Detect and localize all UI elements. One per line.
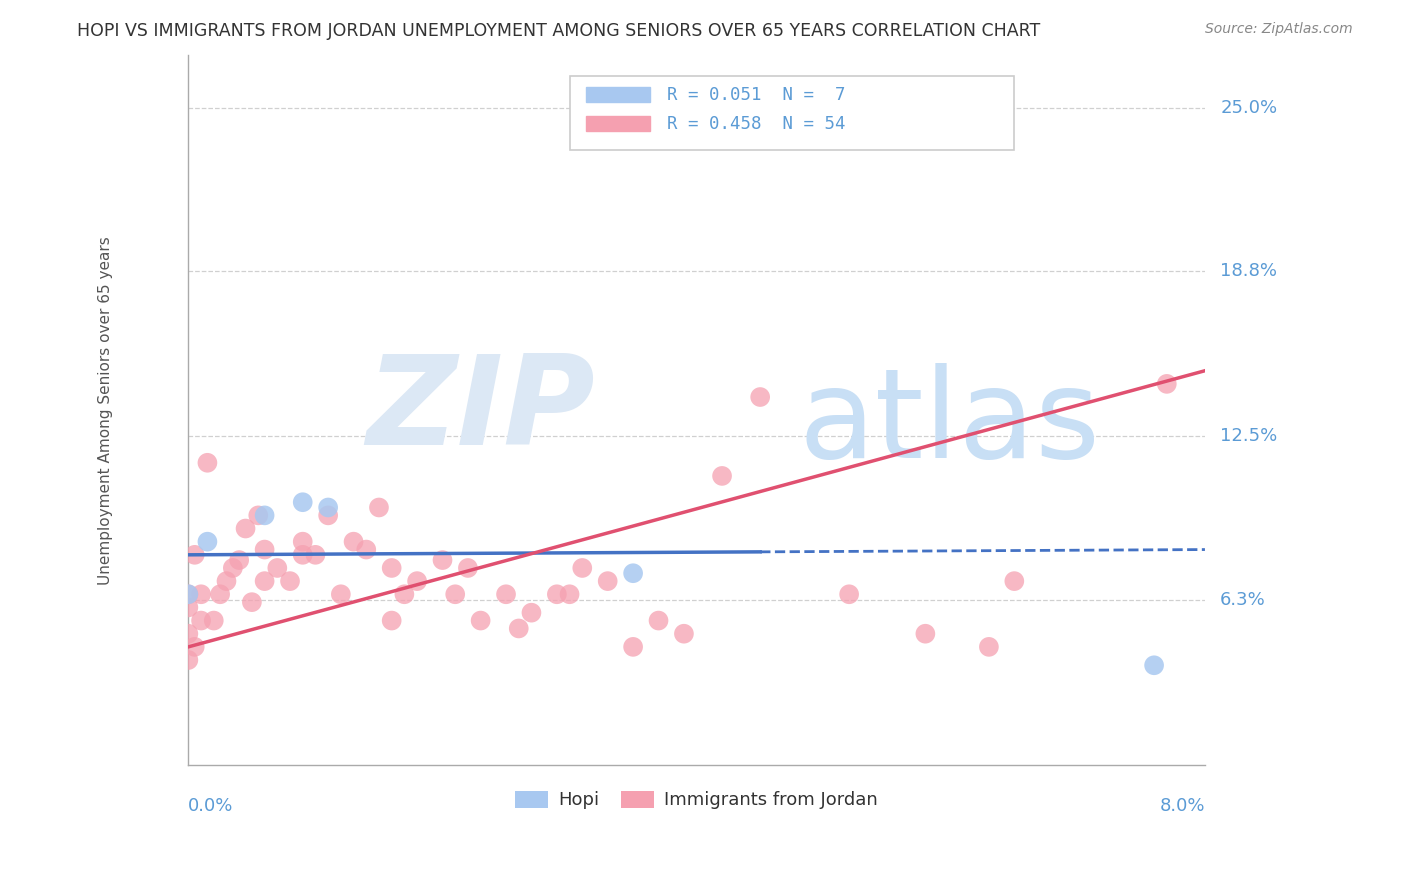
Point <box>329 587 352 601</box>
Point <box>621 566 644 581</box>
Point <box>432 553 454 567</box>
FancyBboxPatch shape <box>569 76 1014 150</box>
Point <box>558 587 581 601</box>
Point <box>647 614 669 628</box>
Point <box>202 614 225 628</box>
Point <box>266 561 288 575</box>
Point <box>711 469 734 483</box>
Point <box>177 653 200 667</box>
Point <box>197 534 219 549</box>
Bar <box>586 87 650 103</box>
Point <box>1156 376 1178 391</box>
Text: R = 0.051  N =  7: R = 0.051 N = 7 <box>668 86 846 103</box>
Point <box>546 587 568 601</box>
Point <box>304 548 326 562</box>
Point <box>177 587 200 601</box>
Point <box>381 561 404 575</box>
Point <box>177 587 200 601</box>
Point <box>838 587 860 601</box>
Text: 6.3%: 6.3% <box>1220 591 1265 608</box>
Point <box>316 500 339 515</box>
Point <box>368 500 391 515</box>
Text: R = 0.458  N = 54: R = 0.458 N = 54 <box>668 114 846 133</box>
Point <box>342 534 364 549</box>
Point <box>1143 658 1166 673</box>
Point <box>394 587 416 601</box>
Point <box>235 522 257 536</box>
Point <box>977 640 1000 654</box>
Point <box>596 574 619 588</box>
Point <box>253 508 276 523</box>
Point <box>316 508 339 523</box>
Point <box>222 561 245 575</box>
Point <box>354 542 377 557</box>
Point <box>749 390 772 404</box>
Point <box>291 495 314 509</box>
Text: ZIP: ZIP <box>366 350 595 471</box>
Point <box>571 561 593 575</box>
Point <box>228 553 250 567</box>
Text: 0.0%: 0.0% <box>188 797 233 814</box>
Text: 18.8%: 18.8% <box>1220 261 1277 280</box>
Point <box>291 548 314 562</box>
Point <box>406 574 429 588</box>
Point <box>253 542 276 557</box>
Text: atlas: atlas <box>799 363 1101 483</box>
Point <box>209 587 232 601</box>
Point <box>470 614 492 628</box>
Point <box>291 534 314 549</box>
Bar <box>586 116 650 131</box>
Point <box>381 614 404 628</box>
Point <box>240 595 263 609</box>
Point <box>444 587 467 601</box>
Point <box>621 640 644 654</box>
Point <box>457 561 479 575</box>
Text: 12.5%: 12.5% <box>1220 427 1278 445</box>
Point <box>253 574 276 588</box>
Text: Source: ZipAtlas.com: Source: ZipAtlas.com <box>1205 22 1353 37</box>
Point <box>508 622 530 636</box>
Point <box>495 587 517 601</box>
Text: 8.0%: 8.0% <box>1160 797 1205 814</box>
Point <box>1002 574 1025 588</box>
Point <box>215 574 238 588</box>
Point <box>520 606 543 620</box>
Point <box>190 614 212 628</box>
Point <box>247 508 270 523</box>
Point <box>197 456 219 470</box>
Text: 25.0%: 25.0% <box>1220 99 1277 117</box>
Point <box>278 574 301 588</box>
Point <box>190 587 212 601</box>
Legend: Hopi, Immigrants from Jordan: Hopi, Immigrants from Jordan <box>508 783 886 816</box>
Point <box>914 626 936 640</box>
Point <box>177 626 200 640</box>
Text: Unemployment Among Seniors over 65 years: Unemployment Among Seniors over 65 years <box>98 235 114 584</box>
Point <box>177 600 200 615</box>
Point <box>672 626 695 640</box>
Point <box>183 548 205 562</box>
Point <box>183 640 205 654</box>
Text: HOPI VS IMMIGRANTS FROM JORDAN UNEMPLOYMENT AMONG SENIORS OVER 65 YEARS CORRELAT: HOPI VS IMMIGRANTS FROM JORDAN UNEMPLOYM… <box>77 22 1040 40</box>
